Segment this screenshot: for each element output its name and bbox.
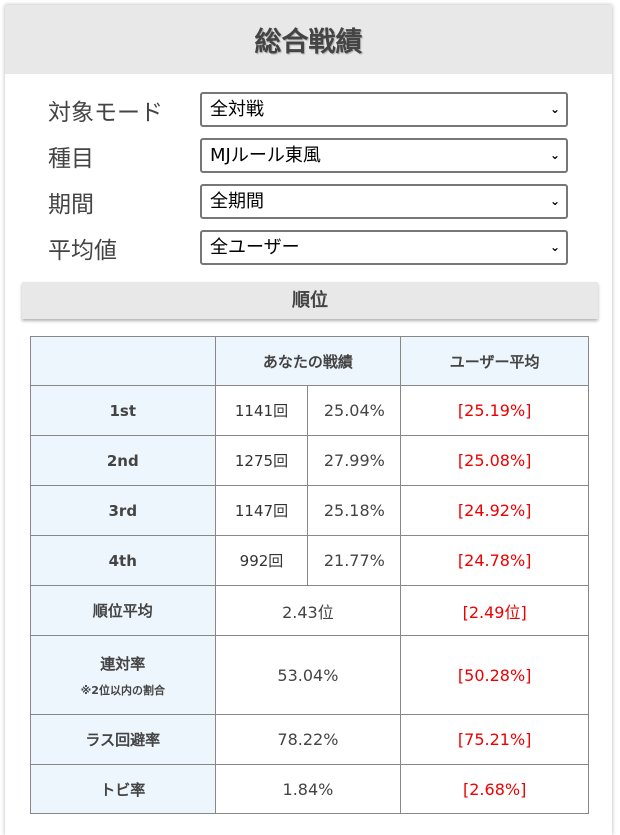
select-value: MJルール東風	[210, 145, 321, 166]
filter-label: 平均値	[48, 238, 117, 264]
chevron-down-icon: ⌄	[549, 148, 560, 162]
table-row: 2nd 1275回 27.99% [25.08%]	[30, 435, 589, 486]
table-row: 3rd 1147回 25.18% [24.92%]	[30, 485, 589, 536]
row-note: ※2位以内の割合	[80, 683, 165, 697]
type-select[interactable]: MJルール東風 ⌄	[200, 138, 568, 173]
percent: 27.99%	[307, 435, 402, 486]
table-row: トビ率 1.84% [2.68%]	[30, 764, 589, 814]
select-value: 全対戦	[210, 99, 264, 120]
percent: 25.04%	[307, 385, 402, 436]
count: 1275回	[214, 435, 309, 486]
period-select[interactable]: 全期間 ⌄	[200, 184, 568, 219]
row-label-text: 連対率	[100, 654, 146, 673]
row-label: ラス回避率	[30, 714, 216, 765]
table-header-row: あなたの戦績 ユーザー平均	[30, 336, 589, 386]
filter-average: 平均値 全ユーザー ⌄	[5, 230, 612, 265]
count: 1147回	[214, 485, 309, 536]
user-average: [2.49位]	[400, 585, 589, 636]
percent: 21.77%	[307, 535, 402, 586]
filter-label: 種目	[48, 146, 94, 172]
mode-select[interactable]: 全対戦 ⌄	[200, 92, 568, 127]
value: 2.43位	[214, 585, 402, 636]
filter-label: 期間	[48, 192, 94, 218]
rank-table: あなたの戦績 ユーザー平均 1st 1141回 25.04% [25.19%] …	[30, 336, 589, 814]
user-average: [25.08%]	[400, 435, 589, 486]
table-row: 順位平均 2.43位 [2.49位]	[30, 585, 589, 636]
table-row: 1st 1141回 25.04% [25.19%]	[30, 385, 589, 436]
table-row: 4th 992回 21.77% [24.78%]	[30, 535, 589, 586]
header-empty	[30, 336, 216, 386]
filter-mode: 対象モード 全対戦 ⌄	[5, 92, 612, 127]
chevron-down-icon: ⌄	[549, 102, 560, 116]
chevron-down-icon: ⌄	[549, 240, 560, 254]
count: 1141回	[214, 385, 309, 436]
user-average: [50.28%]	[400, 635, 589, 715]
count: 992回	[214, 535, 309, 586]
value: 78.22%	[214, 714, 402, 765]
table-row: ラス回避率 78.22% [75.21%]	[30, 714, 589, 765]
filter-type: 種目 MJルール東風 ⌄	[5, 138, 612, 173]
select-value: 全期間	[210, 191, 264, 212]
average-select[interactable]: 全ユーザー ⌄	[200, 230, 568, 265]
row-label: 2nd	[30, 435, 216, 486]
user-average: [75.21%]	[400, 714, 589, 765]
row-label: 3rd	[30, 485, 216, 536]
user-average: [24.78%]	[400, 535, 589, 586]
table-row: 連対率 ※2位以内の割合 53.04% [50.28%]	[30, 635, 589, 715]
chevron-down-icon: ⌄	[549, 194, 560, 208]
user-average: [24.92%]	[400, 485, 589, 536]
row-label: 1st	[30, 385, 216, 436]
row-label: 順位平均	[30, 585, 216, 636]
row-label: トビ率	[30, 764, 216, 814]
user-average: [2.68%]	[400, 764, 589, 814]
row-label: 連対率 ※2位以内の割合	[30, 635, 216, 715]
user-average: [25.19%]	[400, 385, 589, 436]
stats-card: 総合戦績 対象モード 全対戦 ⌄ 種目 MJルール東風 ⌄ 期間 全期間 ⌄ 平均値 …	[5, 5, 612, 835]
header-yours: あなたの戦績	[214, 336, 402, 386]
value: 1.84%	[214, 764, 402, 814]
row-label: 4th	[30, 535, 216, 586]
filter-label: 対象モード	[48, 100, 163, 126]
value: 53.04%	[214, 635, 402, 715]
section-header-rank: 順位	[22, 282, 598, 319]
page-title: 総合戦績	[5, 5, 612, 74]
filter-period: 期間 全期間 ⌄	[5, 184, 612, 219]
percent: 25.18%	[307, 485, 402, 536]
header-user-average: ユーザー平均	[400, 336, 589, 386]
select-value: 全ユーザー	[210, 237, 300, 258]
